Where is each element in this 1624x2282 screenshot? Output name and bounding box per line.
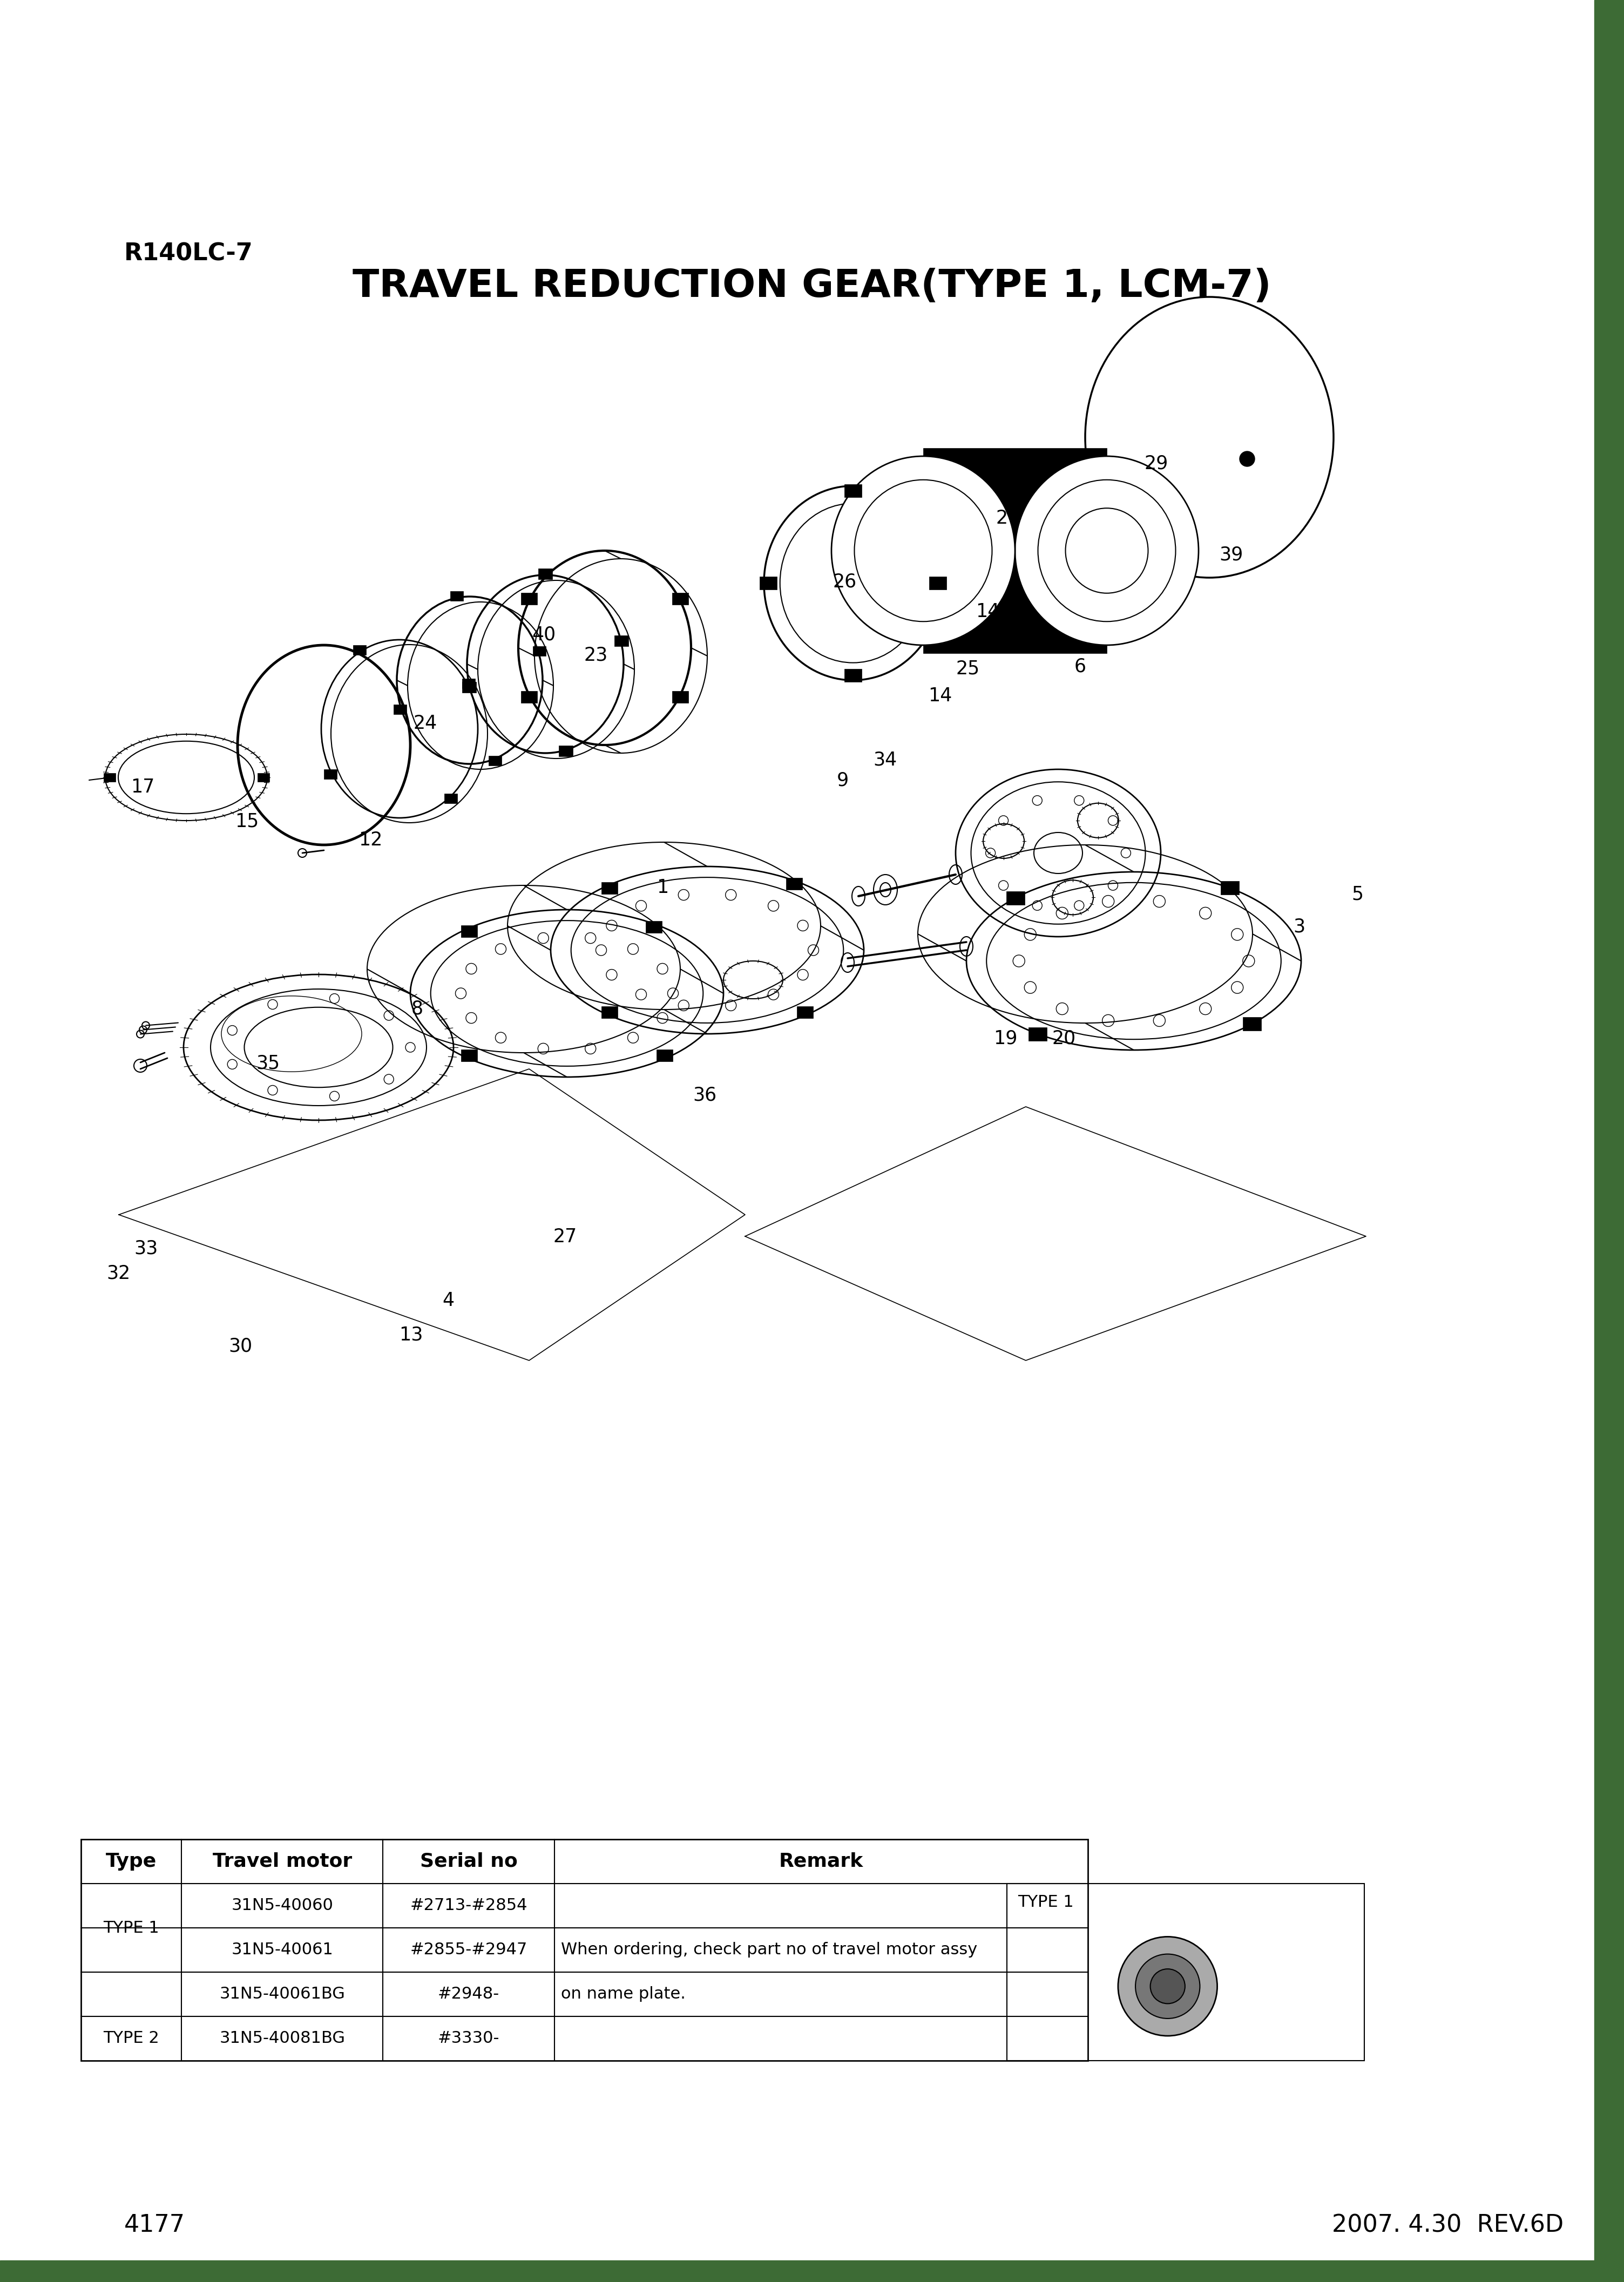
Bar <box>672 593 689 605</box>
Text: Serial no: Serial no <box>421 1853 518 1871</box>
Bar <box>656 1050 672 1061</box>
Text: 8: 8 <box>411 1000 424 1018</box>
Text: 26: 26 <box>833 573 856 591</box>
Text: TYPE 1: TYPE 1 <box>1018 1894 1073 1910</box>
Text: 4: 4 <box>442 1292 455 1310</box>
Text: 24: 24 <box>414 714 437 733</box>
Bar <box>601 883 617 895</box>
Text: 31N5-40061: 31N5-40061 <box>231 1942 333 1958</box>
Text: Remark: Remark <box>780 1853 864 1871</box>
Text: 20: 20 <box>1052 1029 1075 1047</box>
Text: #2948-: #2948- <box>438 1985 500 2001</box>
Bar <box>1242 1018 1262 1031</box>
Text: 32: 32 <box>107 1264 130 1282</box>
Text: 31N5-40060: 31N5-40060 <box>231 1899 333 1915</box>
Text: 23: 23 <box>585 646 607 664</box>
Text: 3: 3 <box>1293 917 1306 936</box>
Bar <box>786 879 802 890</box>
Circle shape <box>1135 1953 1200 2020</box>
Bar <box>81 1839 1088 2061</box>
Bar <box>559 746 573 755</box>
Text: on name plate.: on name plate. <box>560 1985 685 2001</box>
Bar <box>929 577 947 589</box>
Bar <box>393 705 406 714</box>
Bar <box>797 1006 814 1018</box>
Text: 30: 30 <box>229 1337 252 1356</box>
Bar <box>104 774 115 783</box>
Text: 1: 1 <box>656 879 669 897</box>
Bar <box>257 774 270 783</box>
Text: 4177: 4177 <box>123 2214 185 2236</box>
Bar <box>352 646 365 655</box>
Bar <box>521 593 538 605</box>
Bar <box>521 691 538 703</box>
Text: #3330-: #3330- <box>438 2031 500 2047</box>
Bar <box>461 1050 477 1061</box>
Text: 39: 39 <box>1220 545 1242 564</box>
Text: 15: 15 <box>235 812 258 831</box>
Text: TYPE 1: TYPE 1 <box>104 1919 159 1935</box>
Bar <box>601 1006 617 1018</box>
Text: 31N5-40081BG: 31N5-40081BG <box>219 2031 346 2047</box>
Text: 19: 19 <box>994 1029 1017 1047</box>
Text: 9: 9 <box>836 771 849 790</box>
Text: 29: 29 <box>1145 454 1168 472</box>
Bar <box>1007 1883 1364 2061</box>
Text: 33: 33 <box>135 1239 158 1257</box>
Text: 5: 5 <box>1351 885 1364 904</box>
Text: TRAVEL REDUCTION GEAR(TYPE 1, LCM-7): TRAVEL REDUCTION GEAR(TYPE 1, LCM-7) <box>352 267 1272 306</box>
Bar <box>1221 881 1239 895</box>
Text: 12: 12 <box>359 831 382 849</box>
Circle shape <box>1117 1937 1218 2036</box>
Text: 25: 25 <box>1004 630 1026 648</box>
Text: R140LC-7: R140LC-7 <box>123 242 253 265</box>
Text: 34: 34 <box>874 751 896 769</box>
Bar <box>1028 1027 1047 1041</box>
Circle shape <box>1150 1969 1186 2004</box>
Bar <box>533 646 546 655</box>
Bar <box>1007 892 1025 904</box>
Text: 2: 2 <box>996 509 1009 527</box>
Bar <box>614 634 628 646</box>
Circle shape <box>1239 452 1255 466</box>
Bar <box>445 794 458 803</box>
Bar <box>646 922 663 933</box>
Bar <box>461 924 477 938</box>
Bar <box>1595 0 1624 2282</box>
Ellipse shape <box>1015 456 1199 646</box>
Text: 13: 13 <box>400 1326 422 1344</box>
Text: #2713-#2854: #2713-#2854 <box>409 1899 528 1915</box>
Bar <box>323 769 336 778</box>
Bar <box>672 691 689 703</box>
Bar <box>463 678 476 689</box>
Bar <box>844 484 862 497</box>
Bar <box>760 577 776 589</box>
Text: 25: 25 <box>957 659 979 678</box>
Text: TYPE 2: TYPE 2 <box>104 2031 159 2047</box>
Text: 14: 14 <box>976 602 999 621</box>
Bar <box>538 568 552 580</box>
Bar <box>450 591 463 600</box>
Text: 27: 27 <box>554 1228 577 1246</box>
Text: 6: 6 <box>1073 657 1086 675</box>
Text: Travel motor: Travel motor <box>213 1853 352 1871</box>
Bar <box>461 682 476 694</box>
Text: #2855-#2947: #2855-#2947 <box>409 1942 528 1958</box>
Text: 31N5-40061BG: 31N5-40061BG <box>219 1985 346 2001</box>
Bar <box>844 669 862 682</box>
Bar <box>489 755 502 764</box>
Bar <box>0 2261 1624 2282</box>
Text: 17: 17 <box>132 778 154 796</box>
Ellipse shape <box>831 456 1015 646</box>
Text: 40: 40 <box>533 625 555 644</box>
Text: 36: 36 <box>693 1086 716 1104</box>
Text: 2007. 4.30  REV.6D: 2007. 4.30 REV.6D <box>1332 2214 1564 2236</box>
Text: 14: 14 <box>929 687 952 705</box>
Bar <box>922 447 1108 653</box>
Text: Type: Type <box>106 1853 158 1871</box>
Text: When ordering, check part no of travel motor assy: When ordering, check part no of travel m… <box>560 1942 978 1958</box>
Text: 35: 35 <box>257 1054 279 1073</box>
